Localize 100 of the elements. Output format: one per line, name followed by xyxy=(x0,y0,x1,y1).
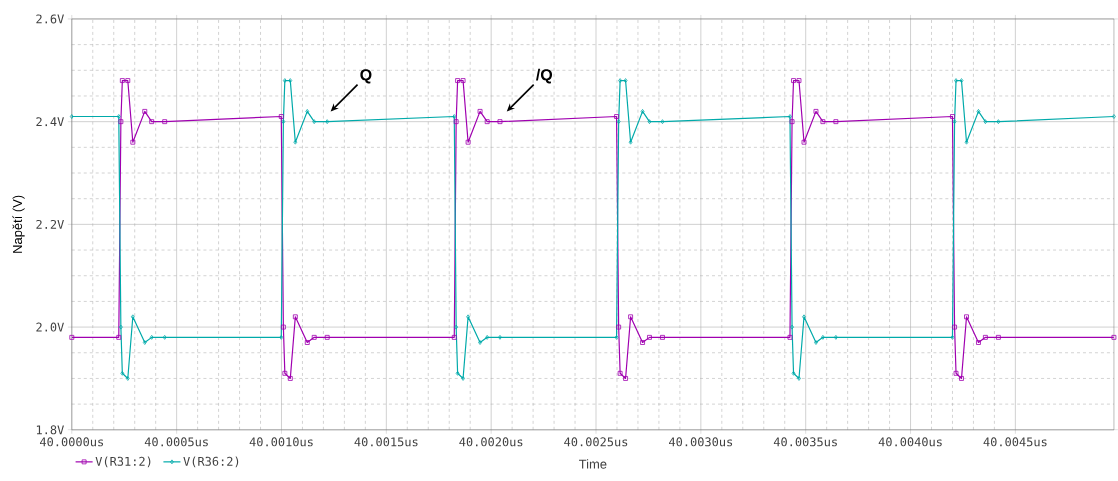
point xyxy=(497,119,503,125)
point xyxy=(976,109,981,114)
point xyxy=(623,376,628,382)
point xyxy=(1111,335,1117,340)
point xyxy=(162,335,167,340)
point xyxy=(120,371,125,376)
point xyxy=(478,340,482,346)
point xyxy=(623,78,628,84)
point xyxy=(324,335,330,340)
point xyxy=(952,324,957,330)
x-tick-label: 40.0005us xyxy=(144,437,208,447)
point xyxy=(461,376,465,382)
point xyxy=(465,139,471,145)
y-tick-label: 2.6V xyxy=(36,14,64,24)
point xyxy=(451,335,457,340)
point xyxy=(279,335,284,340)
point xyxy=(813,109,819,114)
point xyxy=(982,335,988,340)
point xyxy=(455,78,461,84)
x-tick-label: 40.0035us xyxy=(773,437,837,447)
point xyxy=(162,119,168,125)
point xyxy=(833,335,838,340)
y-axis-title: Napětí (V) xyxy=(12,195,25,254)
point xyxy=(820,335,825,340)
point xyxy=(119,78,125,84)
point xyxy=(142,109,148,114)
x-tick-label: 40.0040us xyxy=(878,437,942,447)
point xyxy=(293,139,298,145)
point xyxy=(282,78,287,84)
point xyxy=(618,78,623,84)
point xyxy=(125,376,130,382)
point xyxy=(118,119,124,125)
point xyxy=(130,139,136,145)
point xyxy=(149,335,154,340)
point xyxy=(278,114,284,120)
point xyxy=(311,335,317,340)
y-tick-label: 2.0V xyxy=(36,322,64,332)
annotation: /Q xyxy=(536,68,553,84)
point xyxy=(616,119,621,125)
x-tick-label: 40.0045us xyxy=(983,437,1047,447)
point xyxy=(292,314,298,320)
point xyxy=(959,376,964,382)
point xyxy=(959,78,964,84)
point xyxy=(952,119,957,125)
x-axis-title: Time xyxy=(579,459,607,469)
point xyxy=(660,119,665,125)
y-tick-label: 2.4V xyxy=(36,117,64,127)
point xyxy=(789,119,795,125)
point xyxy=(118,324,123,330)
point xyxy=(964,314,969,320)
point xyxy=(996,119,1001,125)
point xyxy=(796,78,802,84)
point xyxy=(628,314,633,320)
point xyxy=(616,324,622,330)
y-tick-label: 1.8V xyxy=(36,425,64,435)
point xyxy=(305,109,310,114)
point xyxy=(304,340,310,346)
point xyxy=(787,335,793,340)
annotation: Q xyxy=(360,69,372,84)
point xyxy=(614,335,619,340)
point xyxy=(628,139,633,145)
point xyxy=(460,78,466,84)
point xyxy=(797,376,801,382)
point xyxy=(116,335,122,340)
point xyxy=(116,114,121,120)
x-tick-label: 40.0000us xyxy=(39,437,104,447)
point xyxy=(125,78,131,84)
x-tick-label: 40.0025us xyxy=(564,437,628,447)
point xyxy=(130,314,135,320)
point xyxy=(640,109,645,114)
point xyxy=(281,119,286,125)
point xyxy=(614,114,619,120)
point xyxy=(950,114,955,120)
point xyxy=(466,314,470,320)
point xyxy=(950,335,955,340)
point xyxy=(660,335,665,340)
point xyxy=(647,119,652,125)
x-tick-label: 40.0015us xyxy=(354,437,418,447)
point xyxy=(953,371,959,376)
point xyxy=(312,119,317,125)
point xyxy=(814,340,818,346)
point xyxy=(452,114,457,120)
point xyxy=(790,324,794,330)
x-tick-label: 40.0010us xyxy=(249,437,313,447)
point xyxy=(280,324,286,330)
point xyxy=(282,371,288,376)
point xyxy=(149,119,155,125)
point xyxy=(954,78,958,84)
y-tick-label: 2.2V xyxy=(36,220,64,229)
point xyxy=(484,119,490,125)
point xyxy=(477,109,483,114)
point xyxy=(788,114,792,120)
point xyxy=(288,78,293,84)
point xyxy=(453,119,459,125)
point xyxy=(791,78,796,84)
point xyxy=(976,340,981,346)
point xyxy=(791,371,796,376)
point xyxy=(498,335,502,340)
point xyxy=(454,324,459,330)
point xyxy=(983,119,988,125)
